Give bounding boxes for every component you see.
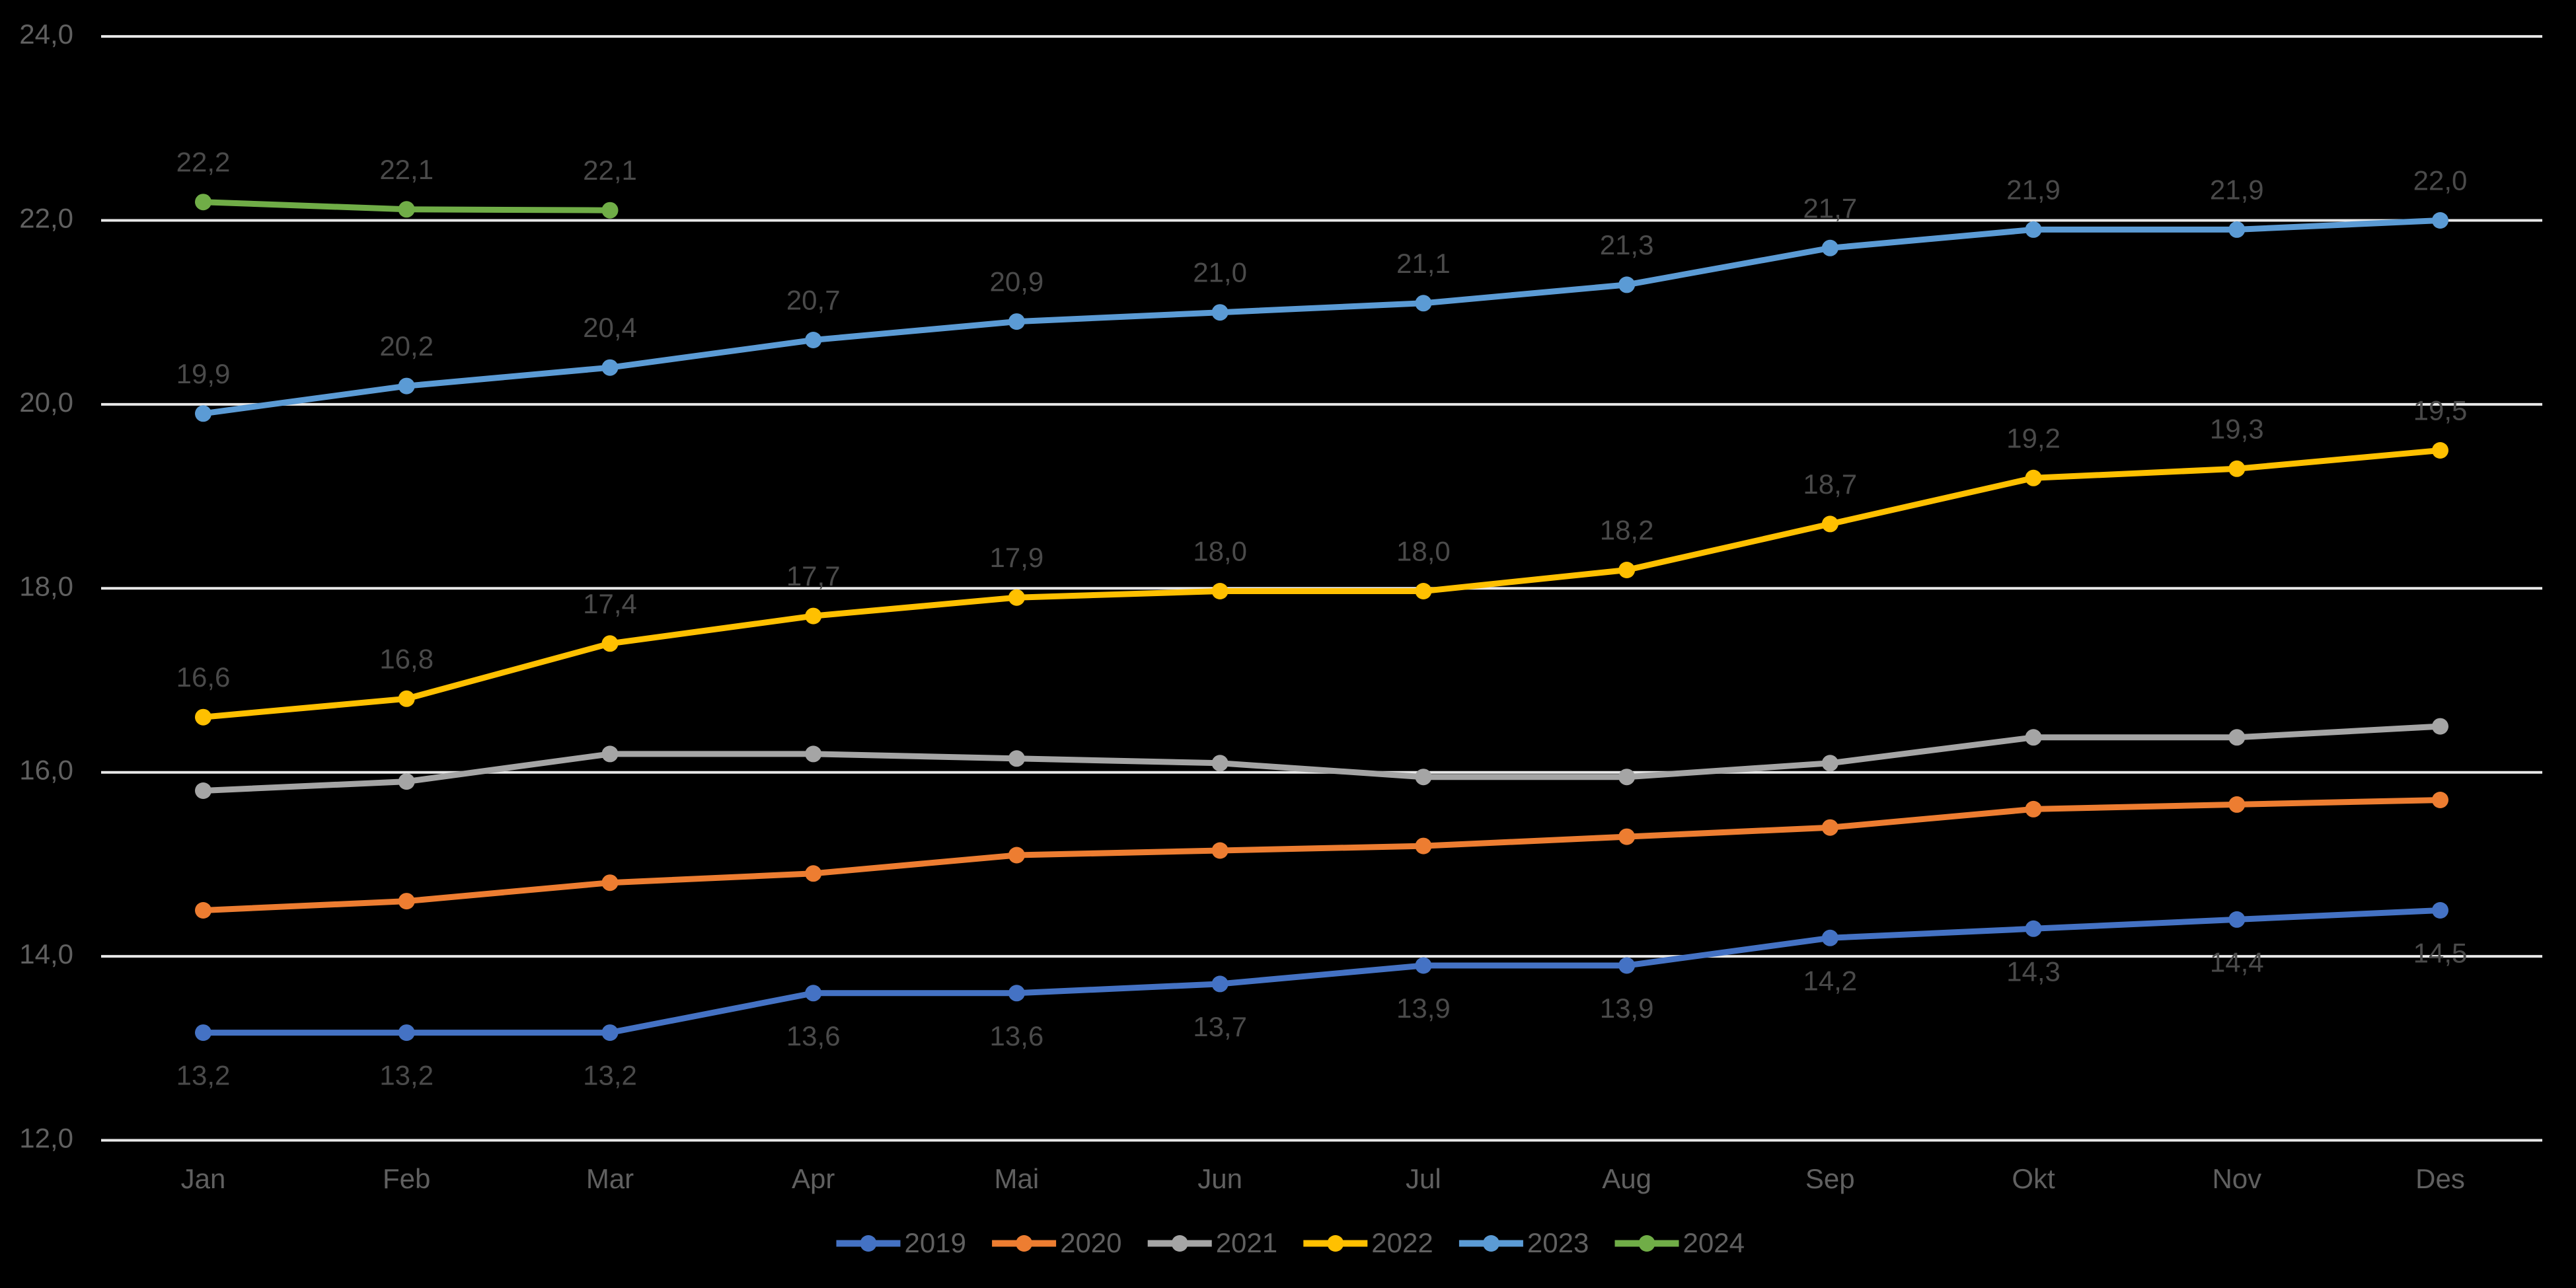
svg-text:14,5: 14,5 [2413, 938, 2468, 969]
svg-text:20,9: 20,9 [990, 266, 1044, 297]
svg-text:18,0: 18,0 [1193, 536, 1247, 567]
svg-text:20,4: 20,4 [583, 312, 637, 343]
svg-text:2021: 2021 [1216, 1227, 1277, 1258]
svg-text:17,7: 17,7 [786, 560, 841, 591]
svg-text:20,0: 20,0 [19, 387, 73, 418]
svg-text:19,5: 19,5 [2413, 395, 2468, 426]
svg-text:14,2: 14,2 [1803, 965, 1857, 996]
svg-text:22,0: 22,0 [2413, 165, 2468, 196]
svg-text:Sep: Sep [1805, 1163, 1855, 1194]
svg-text:13,9: 13,9 [1396, 993, 1451, 1024]
svg-text:Apr: Apr [792, 1163, 835, 1194]
svg-text:14,4: 14,4 [2210, 946, 2264, 977]
svg-text:Mai: Mai [995, 1163, 1040, 1194]
svg-text:21,0: 21,0 [1193, 257, 1247, 288]
svg-text:20,7: 20,7 [786, 285, 841, 316]
svg-text:21,1: 21,1 [1396, 248, 1451, 279]
svg-text:12,0: 12,0 [19, 1123, 73, 1154]
svg-text:19,3: 19,3 [2210, 413, 2264, 444]
svg-text:19,9: 19,9 [176, 358, 231, 389]
svg-text:18,7: 18,7 [1803, 469, 1857, 500]
svg-text:13,2: 13,2 [176, 1060, 231, 1091]
svg-text:Jul: Jul [1406, 1163, 1441, 1194]
svg-text:16,8: 16,8 [379, 643, 434, 674]
svg-text:17,9: 17,9 [990, 542, 1044, 573]
svg-text:14,3: 14,3 [2006, 956, 2061, 987]
svg-text:Okt: Okt [2012, 1163, 2055, 1194]
svg-text:13,9: 13,9 [1600, 993, 1654, 1024]
svg-text:14,0: 14,0 [19, 938, 73, 969]
svg-text:22,2: 22,2 [176, 147, 231, 178]
svg-text:19,2: 19,2 [2006, 422, 2061, 453]
svg-text:Aug: Aug [1602, 1163, 1651, 1194]
svg-text:24,0: 24,0 [19, 19, 73, 50]
svg-text:21,9: 21,9 [2006, 174, 2061, 205]
svg-text:18,2: 18,2 [1600, 515, 1654, 546]
svg-text:21,9: 21,9 [2210, 174, 2264, 205]
svg-text:13,2: 13,2 [379, 1060, 434, 1091]
svg-text:2019: 2019 [905, 1227, 966, 1258]
svg-text:2022: 2022 [1371, 1227, 1433, 1258]
svg-text:Mar: Mar [586, 1163, 634, 1194]
svg-text:22,1: 22,1 [379, 154, 434, 185]
svg-text:Feb: Feb [383, 1163, 430, 1194]
svg-text:20,2: 20,2 [379, 330, 434, 361]
svg-text:16,6: 16,6 [176, 662, 231, 693]
svg-text:Des: Des [2415, 1163, 2465, 1194]
svg-text:22,1: 22,1 [583, 155, 637, 186]
svg-text:16,0: 16,0 [19, 755, 73, 786]
svg-text:2023: 2023 [1527, 1227, 1589, 1258]
svg-text:2024: 2024 [1683, 1227, 1745, 1258]
svg-text:Jun: Jun [1197, 1163, 1242, 1194]
svg-text:22,0: 22,0 [19, 203, 73, 234]
svg-text:17,4: 17,4 [583, 588, 637, 619]
svg-text:21,7: 21,7 [1803, 192, 1857, 223]
svg-text:13,6: 13,6 [786, 1020, 841, 1051]
svg-text:13,2: 13,2 [583, 1060, 637, 1091]
svg-text:Jan: Jan [181, 1163, 226, 1194]
svg-text:2020: 2020 [1060, 1227, 1121, 1258]
svg-text:13,6: 13,6 [990, 1020, 1044, 1051]
svg-text:18,0: 18,0 [19, 570, 73, 601]
svg-text:21,3: 21,3 [1600, 229, 1654, 260]
svg-text:Nov: Nov [2212, 1163, 2261, 1194]
svg-text:13,7: 13,7 [1193, 1011, 1247, 1042]
svg-text:18,0: 18,0 [1396, 536, 1451, 567]
